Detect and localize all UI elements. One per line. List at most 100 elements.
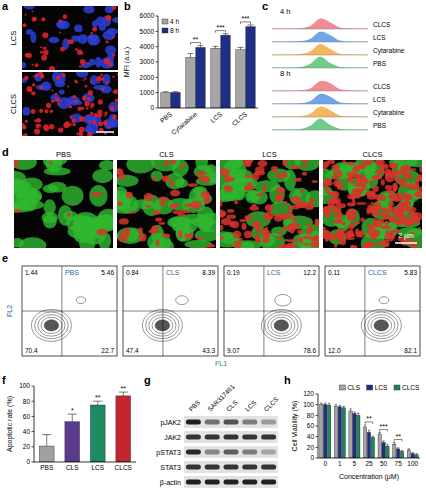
cell: [89, 185, 107, 207]
histogram-curve: [272, 81, 368, 91]
band: [242, 435, 257, 440]
legend-swatch: [339, 385, 345, 390]
particle: [113, 89, 118, 94]
blot-strip: [184, 416, 278, 428]
particle: [256, 224, 260, 232]
particle: [420, 186, 422, 190]
error-bar: [198, 46, 204, 48]
row-label: β-actin: [160, 479, 181, 487]
particle: [177, 213, 185, 217]
y-axis-title: Apoptotic rate (%): [6, 396, 14, 452]
y-tick-label: 40: [307, 433, 315, 440]
particle: [309, 228, 313, 232]
y-axis-title: MFI (a.u.): [123, 47, 131, 77]
band: [261, 465, 276, 470]
particle: [309, 198, 316, 202]
row-label: pSTAT3: [156, 449, 181, 457]
row-label: PBS: [373, 122, 387, 129]
y-tick: [156, 77, 159, 78]
particle: [112, 75, 114, 77]
particle: [196, 171, 207, 176]
contour: [371, 317, 392, 333]
y-tick: [156, 62, 159, 63]
plot-marks: [39, 392, 130, 462]
particle: [224, 185, 230, 190]
lane-label: LCS: [244, 398, 258, 412]
particle: [170, 190, 180, 197]
particle: [333, 218, 342, 223]
particle: [179, 164, 186, 167]
row-label: CLCS: [373, 21, 391, 28]
particle: [162, 233, 171, 237]
quadrant-value: 82.1: [404, 347, 417, 354]
contour: [152, 317, 173, 333]
quadrant-value: 43.3: [202, 347, 215, 354]
particle: [198, 176, 201, 181]
particle: [375, 160, 385, 166]
band: [186, 450, 201, 455]
particle: [145, 205, 152, 208]
particle: [59, 32, 61, 34]
particle: [351, 245, 358, 248]
lane-label: CLCS: [262, 395, 280, 413]
ridge: [272, 19, 368, 29]
particle: [282, 172, 287, 178]
particle: [24, 76, 28, 80]
particle: [83, 79, 85, 81]
particle: [67, 212, 71, 217]
nucleus: [71, 113, 82, 122]
band: [261, 450, 276, 455]
particle: [181, 210, 191, 213]
error-bar: [42, 435, 51, 446]
particle: [205, 244, 215, 248]
particle: [44, 109, 48, 113]
contour: [41, 317, 62, 333]
y-tick-label: 80: [23, 398, 31, 405]
particle: [388, 204, 391, 210]
nucleus: [24, 6, 35, 9]
particle: [244, 231, 253, 238]
particle: [371, 175, 382, 180]
bar: [386, 446, 389, 458]
error-bar: [248, 25, 254, 27]
error-bar: [188, 54, 194, 58]
particle: [302, 172, 307, 176]
row-label: LCS: [373, 96, 386, 103]
contour: [374, 320, 388, 331]
band: [205, 465, 220, 470]
particle: [170, 160, 176, 164]
y-tick: [316, 415, 319, 416]
nucleus: [56, 20, 69, 29]
ridge: [272, 32, 368, 42]
error-bar: [397, 448, 399, 449]
cell: [42, 185, 58, 193]
y-tick-label: 0: [150, 104, 154, 111]
particle: [372, 175, 379, 179]
bar: [393, 444, 396, 458]
legend-swatch: [367, 385, 373, 390]
band: [186, 465, 201, 470]
cell: [99, 160, 113, 170]
particle: [116, 73, 118, 75]
contour: [35, 312, 69, 339]
contour: [31, 309, 71, 341]
particle: [149, 229, 156, 233]
particle: [414, 193, 422, 197]
band: [224, 420, 239, 425]
legend: 4 h8 h: [162, 18, 179, 34]
x-tick-label: 1: [338, 460, 342, 467]
ridge: [272, 119, 368, 130]
band: [242, 480, 257, 485]
particle: [169, 206, 178, 209]
panel-letter: h: [284, 374, 291, 386]
particle: [381, 240, 390, 247]
row-label: CLCS: [373, 83, 391, 90]
particle: [374, 229, 380, 236]
ridge: [272, 45, 368, 55]
nucleus: [86, 123, 99, 135]
particle: [41, 55, 47, 61]
particle: [159, 202, 165, 206]
band: [186, 435, 201, 440]
cell: [14, 160, 37, 170]
particle: [139, 234, 147, 242]
